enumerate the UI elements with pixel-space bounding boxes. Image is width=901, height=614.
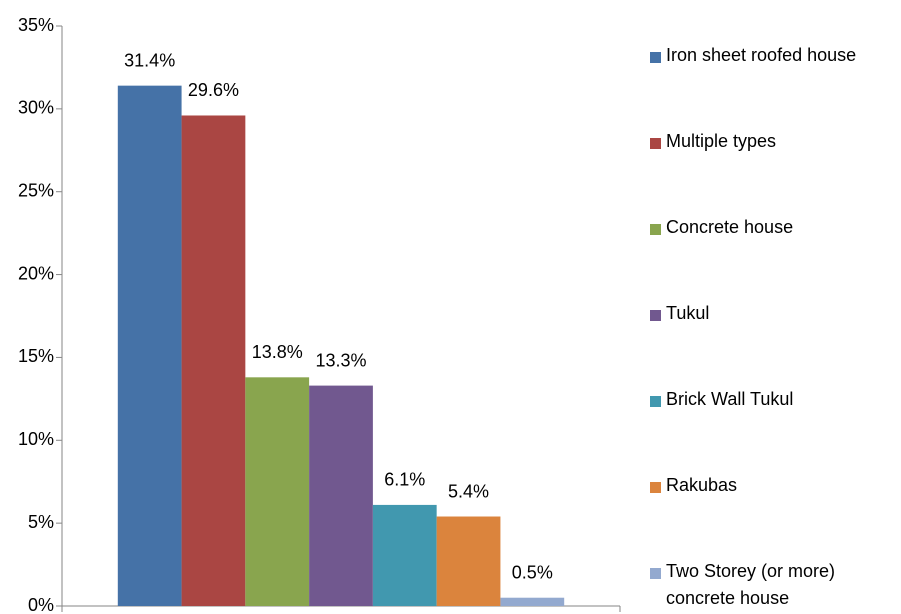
y-tick-label: 35% [18, 15, 54, 35]
legend-item: Iron sheet roofed house [650, 45, 901, 69]
legend-label: Multiple types [666, 131, 777, 151]
legend-swatch [650, 224, 661, 235]
legend-swatch [650, 52, 661, 63]
legend-swatch [650, 310, 661, 321]
legend-label: Rakubas [666, 475, 738, 495]
legend-label: Two Storey (or more) concrete house [666, 561, 836, 608]
bar [117, 85, 182, 606]
legend-item: Concrete house [650, 217, 901, 241]
legend-swatch [650, 482, 661, 493]
legend-swatch [650, 396, 661, 407]
value-label: 0.5% [512, 562, 553, 582]
legend-label: Brick Wall Tukul [666, 389, 794, 409]
y-tick-label: 5% [28, 512, 54, 532]
legend-label: Tukul [666, 303, 710, 323]
legend-swatch [650, 138, 661, 149]
legend-swatch [650, 568, 661, 579]
y-tick-label: 25% [18, 180, 54, 200]
legend-label: Concrete house [666, 217, 794, 237]
legend-item: Multiple types [650, 131, 901, 155]
legend-item: Brick Wall Tukul [650, 389, 901, 413]
bar [500, 597, 565, 606]
legend-item: Rakubas [650, 475, 901, 499]
y-tick-label: 0% [28, 595, 54, 614]
y-tick-label: 20% [18, 263, 54, 283]
y-tick-label: 15% [18, 346, 54, 366]
bar [309, 385, 373, 606]
y-tick-label: 30% [18, 98, 54, 118]
bar [372, 504, 437, 606]
bar [181, 115, 246, 606]
value-label: 13.3% [315, 350, 366, 370]
legend-label: Iron sheet roofed house [666, 45, 857, 65]
value-label: 6.1% [384, 470, 425, 490]
y-tick-label: 10% [18, 429, 54, 449]
value-label: 31.4% [124, 50, 175, 70]
value-label: 29.6% [188, 80, 239, 100]
value-label: 5.4% [448, 481, 489, 501]
bar [245, 377, 310, 606]
legend-item: Tukul [650, 303, 901, 327]
bar [436, 516, 501, 606]
legend-item: Two Storey (or more) concrete house [650, 561, 901, 612]
value-label: 13.8% [252, 342, 303, 362]
